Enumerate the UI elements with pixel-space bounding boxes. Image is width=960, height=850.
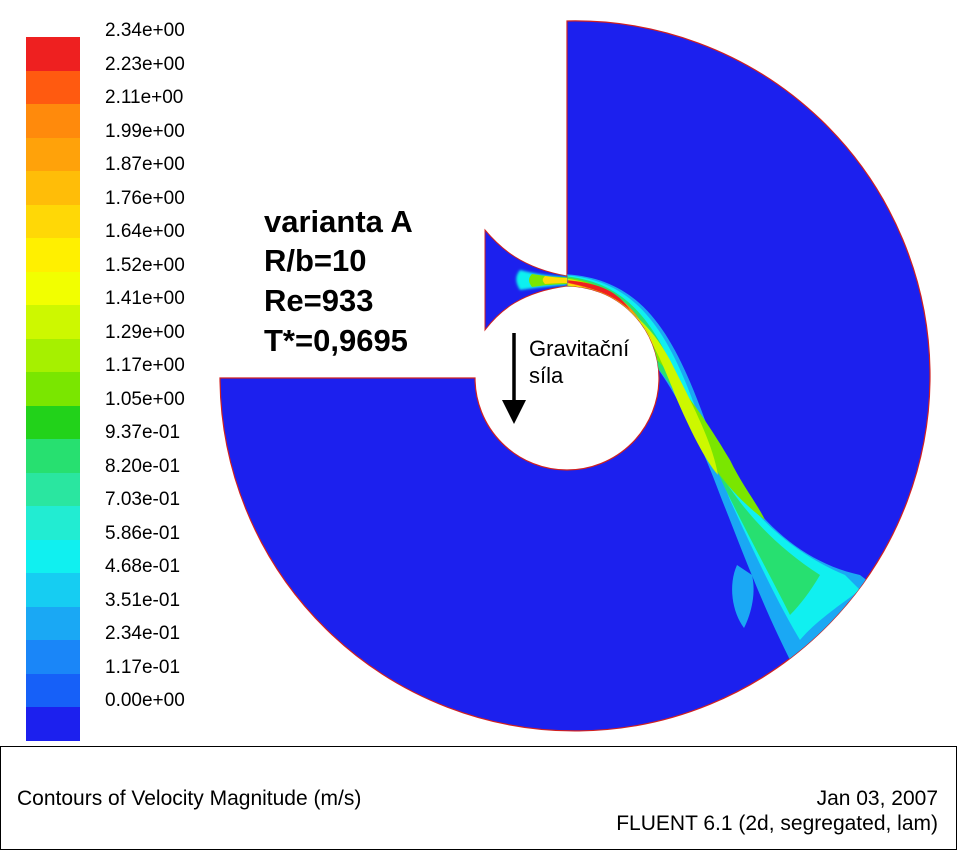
colorbar-label: 5.86e-01	[105, 522, 181, 544]
colorbar-label: 1.87e+00	[105, 154, 185, 175]
contour-plot	[219, 20, 931, 732]
colorbar-swatch	[26, 405, 80, 440]
colorbar-swatch	[26, 606, 80, 641]
colorbar-swatch	[26, 70, 80, 105]
colorbar-swatch	[26, 506, 80, 541]
colorbar-swatch	[26, 137, 80, 172]
colorbar-swatch	[26, 439, 80, 474]
case-time: T*=0,9695	[264, 323, 408, 358]
colorbar-swatch	[26, 338, 80, 373]
colorbar-swatch	[26, 171, 80, 206]
colorbar-swatch	[26, 305, 80, 340]
plot-date: Jan 03, 2007	[816, 787, 938, 810]
colorbar-swatch	[26, 37, 80, 72]
case-reynolds: Re=933	[264, 283, 374, 318]
colorbar-swatch	[26, 472, 80, 507]
colorbar-label: 2.34e+00	[105, 20, 185, 41]
colorbar-swatch	[26, 238, 80, 273]
gravity-label-line1: Gravitační	[529, 336, 630, 361]
colorbar	[26, 37, 80, 742]
colorbar-label: 1.17e-01	[105, 656, 181, 678]
colorbar-swatch	[26, 372, 80, 407]
colorbar-label: 1.41e+00	[105, 288, 185, 309]
colorbar-label: 1.64e+00	[105, 221, 185, 242]
colorbar-label: 9.37e-01	[105, 422, 181, 443]
footer-box: Contours of Velocity Magnitude (m/s) Jan…	[0, 746, 957, 850]
case-ratio: R/b=10	[264, 243, 367, 278]
colorbar-swatch	[26, 104, 80, 139]
colorbar-label: 2.11e+00	[105, 87, 184, 108]
colorbar-label: 2.23e+00	[105, 53, 185, 75]
case-name: varianta A	[264, 204, 413, 239]
colorbar-swatch	[26, 707, 80, 742]
colorbar-label: 0.00e+00	[105, 690, 185, 711]
colorbar-swatch	[26, 673, 80, 708]
colorbar-label: 4.68e-01	[105, 556, 181, 577]
colorbar-label: 1.05e+00	[105, 388, 185, 410]
colorbar-swatch	[26, 573, 80, 608]
colorbar-label: 1.17e+00	[105, 355, 185, 376]
colorbar-label: 1.99e+00	[105, 120, 185, 142]
colorbar-label: 7.03e-01	[105, 489, 181, 510]
plot-title: Contours of Velocity Magnitude (m/s)	[17, 787, 362, 810]
colorbar-swatch	[26, 539, 80, 574]
colorbar-label: 2.34e-01	[105, 623, 181, 644]
jet-contours	[560, 274, 905, 660]
solver-info: FLUENT 6.1 (2d, segregated, lam)	[616, 812, 938, 835]
colorbar-label: 3.51e-01	[105, 589, 181, 611]
colorbar-swatch	[26, 640, 80, 675]
colorbar-label: 1.29e+00	[105, 321, 185, 343]
gravity-label-line2: síla	[529, 363, 564, 388]
gravity-arrow-icon	[502, 333, 526, 424]
colorbar-swatch	[26, 271, 80, 306]
colorbar-swatch	[26, 204, 80, 239]
colorbar-label: 1.52e+00	[105, 254, 185, 276]
colorbar-label: 1.76e+00	[105, 187, 185, 209]
colorbar-label: 8.20e-01	[105, 455, 181, 477]
